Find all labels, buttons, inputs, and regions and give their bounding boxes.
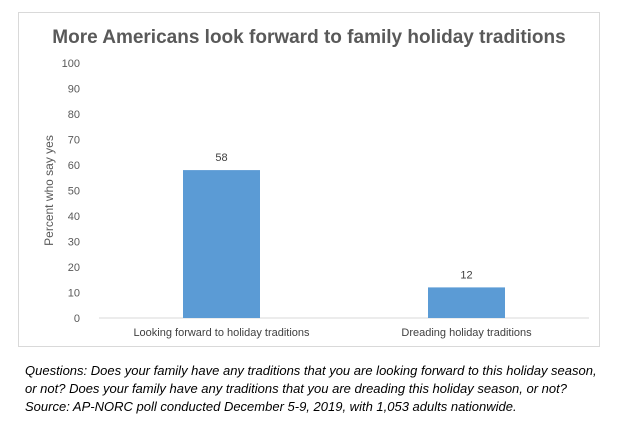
y-tick-label: 70 [68,135,80,147]
y-tick-label: 30 [68,237,80,249]
chart-title: More Americans look forward to family ho… [52,27,566,48]
caption-question-1: Questions: Does your family have any tra… [25,363,597,378]
chart-caption: Questions: Does your family have any tra… [25,362,625,416]
category-label: Looking forward to holiday traditions [133,327,310,339]
y-tick-label: 20 [68,262,80,274]
chart-frame: More Americans look forward to family ho… [18,12,600,347]
y-axis-label: Percent who say yes [42,135,56,246]
y-tick-label: 100 [62,58,80,70]
bar-chart: 0 10 20 30 40 50 60 70 80 90 100 58 12 Looking forw… [42,58,589,339]
bar-value-label: 12 [460,269,472,281]
y-axis: 0 10 20 30 40 50 60 70 80 90 100 [62,58,80,325]
y-tick-label: 0 [74,313,80,325]
bars [183,170,505,318]
y-tick-label: 50 [68,186,80,198]
y-tick-label: 10 [68,288,80,300]
y-tick-label: 40 [68,211,80,223]
data-labels: 58 12 [215,152,472,281]
y-tick-label: 60 [68,160,80,172]
caption-question-2: or not? Does your family have any tradit… [25,381,567,396]
y-tick-label: 80 [68,109,80,121]
bar [183,170,260,318]
x-axis: Looking forward to holiday traditions Dre… [133,327,532,339]
bar [428,287,505,318]
y-tick-label: 90 [68,84,80,96]
caption-source: Source: AP-NORC poll conducted December … [25,399,517,414]
bar-value-label: 58 [215,152,227,164]
category-label: Dreading holiday traditions [401,327,532,339]
